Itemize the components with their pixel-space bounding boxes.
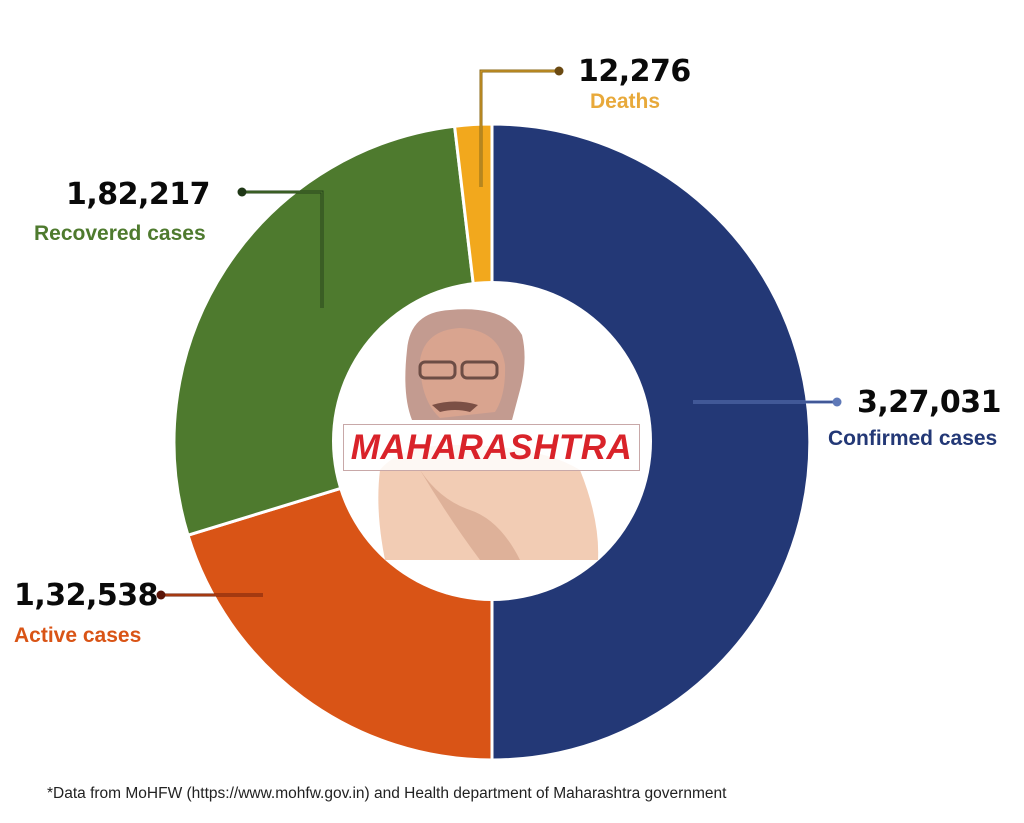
- deaths-label: Deaths: [590, 90, 661, 113]
- center-title-box: MAHARASHTRA: [343, 424, 640, 471]
- recovered-leader-dot: [237, 187, 247, 197]
- deaths-value: 12,276: [578, 54, 691, 89]
- recovered-value: 1,82,217: [66, 177, 211, 212]
- active-leader-dot: [156, 590, 166, 600]
- leader-lines: [156, 66, 842, 600]
- active-label: Active cases: [14, 624, 142, 647]
- recovered-label: Recovered cases: [34, 222, 206, 245]
- center-title: MAHARASHTRA: [350, 427, 633, 467]
- confirmed-leader-dot: [832, 397, 842, 407]
- deaths-leader-dot: [554, 66, 564, 76]
- confirmed-value: 3,27,031: [857, 385, 1002, 420]
- footnote: *Data from MoHFW (https://www.mohfw.gov.…: [47, 785, 727, 802]
- portrait-illustration: [378, 309, 599, 560]
- confirmed-label: Confirmed cases: [828, 427, 998, 450]
- active-value: 1,32,538: [14, 578, 159, 613]
